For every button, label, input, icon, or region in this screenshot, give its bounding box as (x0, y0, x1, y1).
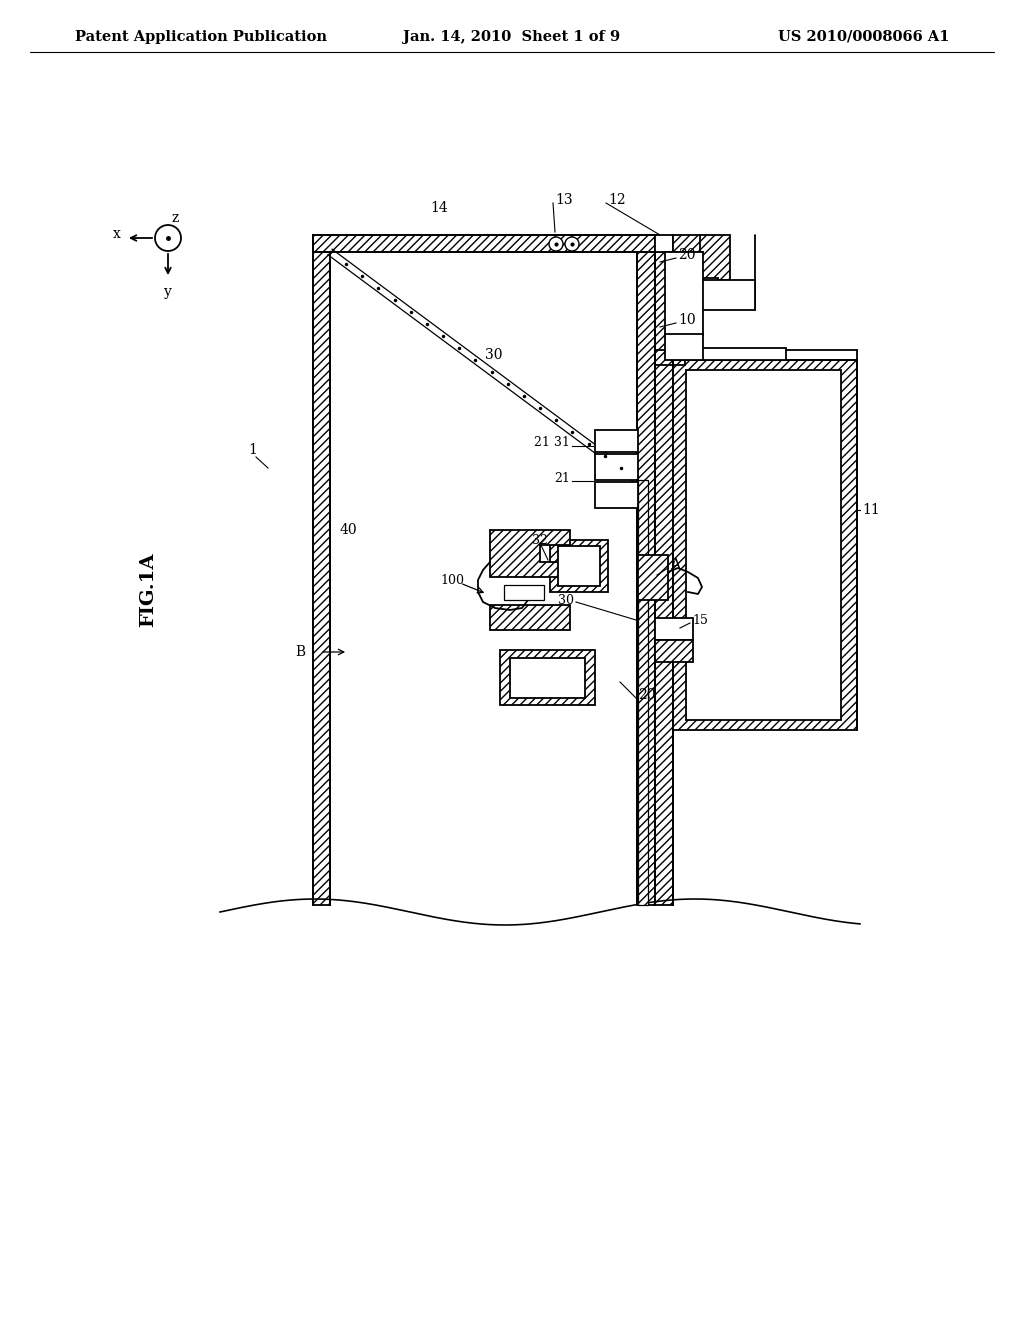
Text: 32: 32 (532, 533, 548, 546)
Bar (655, 235, 673, 252)
Bar (595, 454, 638, 480)
Circle shape (155, 224, 181, 251)
Bar (638, 480, 648, 906)
Bar (655, 618, 693, 640)
Bar (672, 360, 857, 730)
Bar (673, 235, 730, 280)
Text: 12: 12 (608, 193, 626, 207)
Text: A: A (670, 558, 680, 572)
Bar (655, 252, 673, 906)
Bar (558, 546, 600, 586)
Bar (500, 649, 595, 705)
Text: 100: 100 (440, 573, 464, 586)
Bar (595, 482, 638, 508)
Bar (504, 585, 544, 601)
Text: 21 31: 21 31 (535, 437, 570, 450)
Text: 21: 21 (554, 471, 570, 484)
Bar (313, 235, 658, 252)
Text: 30: 30 (558, 594, 574, 606)
Text: 20: 20 (678, 248, 695, 261)
Text: 40: 40 (340, 523, 357, 537)
Text: 15: 15 (692, 614, 708, 627)
Bar (665, 252, 703, 335)
Bar (550, 540, 608, 591)
Bar (595, 430, 638, 451)
Bar (638, 554, 668, 601)
Circle shape (565, 238, 579, 251)
Bar (686, 370, 841, 719)
Text: x: x (113, 227, 121, 242)
Text: US 2010/0008066 A1: US 2010/0008066 A1 (778, 30, 950, 44)
Text: 13: 13 (555, 193, 572, 207)
Bar (655, 640, 693, 663)
Text: B: B (295, 645, 305, 659)
Text: 14: 14 (430, 201, 447, 215)
Text: 10: 10 (678, 313, 695, 327)
Text: y: y (164, 285, 172, 300)
Bar (665, 334, 703, 360)
Bar (637, 252, 655, 906)
Bar (700, 280, 755, 310)
Circle shape (549, 238, 563, 251)
Polygon shape (490, 531, 570, 577)
Bar (313, 252, 330, 906)
Text: 11: 11 (862, 503, 880, 517)
Text: 20: 20 (638, 688, 655, 702)
Bar (510, 657, 585, 698)
Text: FIG.1A: FIG.1A (139, 553, 157, 627)
Text: Patent Application Publication: Patent Application Publication (75, 30, 327, 44)
Text: z: z (172, 211, 179, 224)
Text: Jan. 14, 2010  Sheet 1 of 9: Jan. 14, 2010 Sheet 1 of 9 (403, 30, 621, 44)
Bar (686, 348, 786, 360)
Bar (673, 279, 718, 290)
Text: 30: 30 (485, 348, 503, 362)
Text: 1: 1 (248, 444, 257, 457)
Polygon shape (490, 605, 570, 630)
